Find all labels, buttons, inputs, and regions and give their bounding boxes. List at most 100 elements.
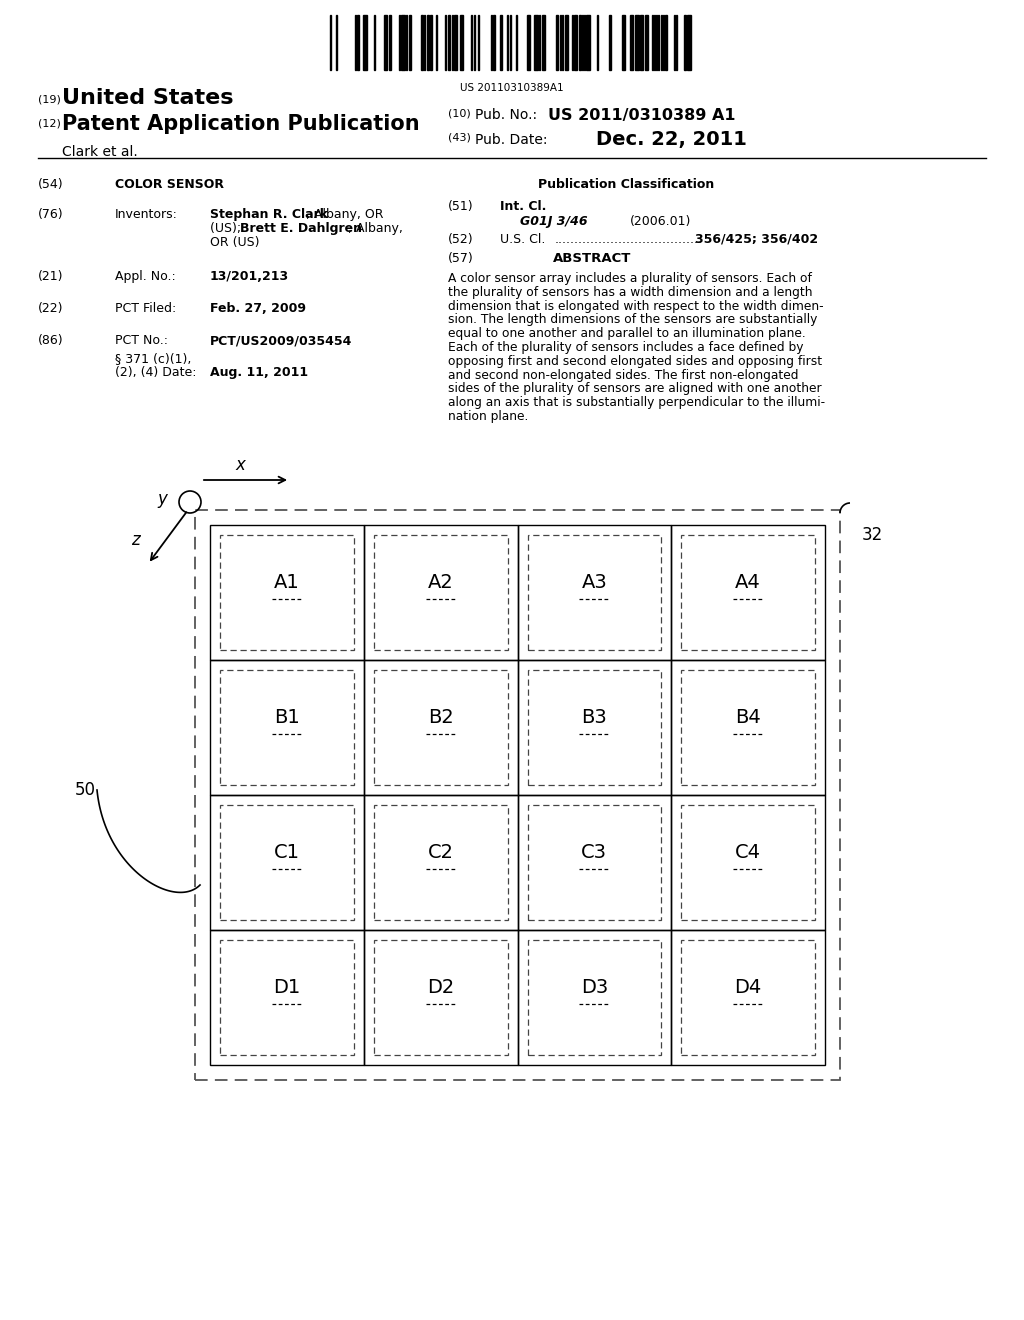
Text: Inventors:: Inventors: — [115, 209, 178, 220]
Bar — [210, 660, 364, 795]
Bar — [401, 15, 406, 70]
Bar — [374, 805, 508, 920]
Text: (76): (76) — [38, 209, 63, 220]
Bar — [220, 535, 353, 649]
Text: opposing first and second elongated sides and opposing first: opposing first and second elongated side… — [449, 355, 822, 368]
Text: the plurality of sensors has a width dimension and a length: the plurality of sensors has a width dim… — [449, 286, 812, 298]
Bar — [500, 15, 502, 70]
Text: § 371 (c)(1),: § 371 (c)(1), — [115, 352, 191, 366]
Text: (86): (86) — [38, 334, 63, 347]
Text: (51): (51) — [449, 201, 474, 213]
Text: OR (US): OR (US) — [210, 236, 259, 249]
Text: .....................................: ..................................... — [555, 234, 703, 246]
Text: A2: A2 — [428, 573, 454, 591]
Bar — [364, 931, 517, 1065]
Text: (2006.01): (2006.01) — [630, 215, 691, 228]
Text: ABSTRACT: ABSTRACT — [553, 252, 632, 265]
Text: D1: D1 — [273, 978, 300, 997]
Text: Pub. Date:: Pub. Date: — [475, 133, 548, 147]
Bar — [687, 15, 691, 70]
Text: (52): (52) — [449, 234, 474, 246]
Bar — [374, 671, 508, 785]
Text: Pub. No.:: Pub. No.: — [475, 108, 538, 121]
Text: 13/201,213: 13/201,213 — [210, 271, 289, 282]
Text: PCT No.:: PCT No.: — [115, 334, 168, 347]
Text: Dec. 22, 2011: Dec. 22, 2011 — [596, 129, 746, 149]
Bar — [357, 15, 359, 70]
Text: Feb. 27, 2009: Feb. 27, 2009 — [210, 302, 306, 315]
Text: Clark et al.: Clark et al. — [62, 145, 138, 158]
Bar — [672, 525, 825, 660]
Text: (US);: (US); — [210, 222, 245, 235]
Text: US 2011/0310389 A1: US 2011/0310389 A1 — [548, 108, 735, 123]
Text: 50: 50 — [75, 781, 96, 799]
Bar — [681, 671, 815, 785]
Bar — [460, 15, 463, 70]
Bar — [542, 15, 545, 70]
Bar — [645, 15, 648, 70]
Bar — [672, 931, 825, 1065]
Text: (54): (54) — [38, 178, 63, 191]
Bar — [517, 525, 672, 660]
Bar — [409, 15, 411, 70]
Text: Patent Application Publication: Patent Application Publication — [62, 114, 420, 135]
Bar — [622, 15, 625, 70]
Bar — [454, 15, 457, 70]
Text: (19): (19) — [38, 95, 60, 106]
Text: along an axis that is substantially perpendicular to the illumi-: along an axis that is substantially perp… — [449, 396, 825, 409]
Bar — [493, 15, 495, 70]
Bar — [574, 15, 577, 70]
Bar — [517, 931, 672, 1065]
Text: B4: B4 — [735, 708, 761, 727]
Text: U.S. Cl.: U.S. Cl. — [500, 234, 546, 246]
Bar — [609, 15, 611, 70]
Text: x: x — [236, 455, 245, 474]
Text: A3: A3 — [582, 573, 607, 591]
Text: (12): (12) — [38, 117, 60, 128]
Bar — [672, 660, 825, 795]
Text: C2: C2 — [428, 843, 454, 862]
Bar — [681, 805, 815, 920]
Text: 32: 32 — [862, 525, 884, 544]
Text: A4: A4 — [735, 573, 761, 591]
Text: sion. The length dimensions of the sensors are substantially: sion. The length dimensions of the senso… — [449, 313, 817, 326]
Text: PCT Filed:: PCT Filed: — [115, 302, 176, 315]
Text: y: y — [157, 490, 167, 508]
Bar — [427, 15, 429, 70]
Bar — [210, 795, 364, 931]
Bar — [527, 805, 662, 920]
Text: C1: C1 — [273, 843, 300, 862]
Text: (10): (10) — [449, 108, 471, 117]
Bar — [220, 940, 353, 1055]
Bar — [220, 805, 353, 920]
Text: Brett E. Dahlgren: Brett E. Dahlgren — [240, 222, 362, 235]
Bar — [210, 931, 364, 1065]
Bar — [630, 15, 633, 70]
Text: Aug. 11, 2011: Aug. 11, 2011 — [210, 366, 308, 379]
Bar — [579, 15, 581, 70]
Text: US 20110310389A1: US 20110310389A1 — [460, 83, 564, 92]
Bar — [195, 510, 840, 1080]
Text: z: z — [131, 531, 139, 549]
Text: (57): (57) — [449, 252, 474, 265]
Bar — [389, 15, 391, 70]
Bar — [556, 15, 558, 70]
Text: G01J 3/46: G01J 3/46 — [520, 215, 588, 228]
Bar — [517, 660, 672, 795]
Bar — [449, 15, 450, 70]
Bar — [517, 795, 672, 931]
Text: and second non-elongated sides. The first non-elongated: and second non-elongated sides. The firs… — [449, 368, 799, 381]
Text: , Albany, OR: , Albany, OR — [306, 209, 384, 220]
Bar — [364, 795, 517, 931]
Bar — [430, 15, 432, 70]
Bar — [565, 15, 568, 70]
Bar — [364, 525, 517, 660]
Text: B2: B2 — [428, 708, 454, 727]
Bar — [534, 15, 538, 70]
Text: (43): (43) — [449, 133, 471, 143]
Text: D3: D3 — [581, 978, 608, 997]
Bar — [374, 940, 508, 1055]
Bar — [681, 940, 815, 1055]
Bar — [364, 660, 517, 795]
Text: D2: D2 — [427, 978, 455, 997]
